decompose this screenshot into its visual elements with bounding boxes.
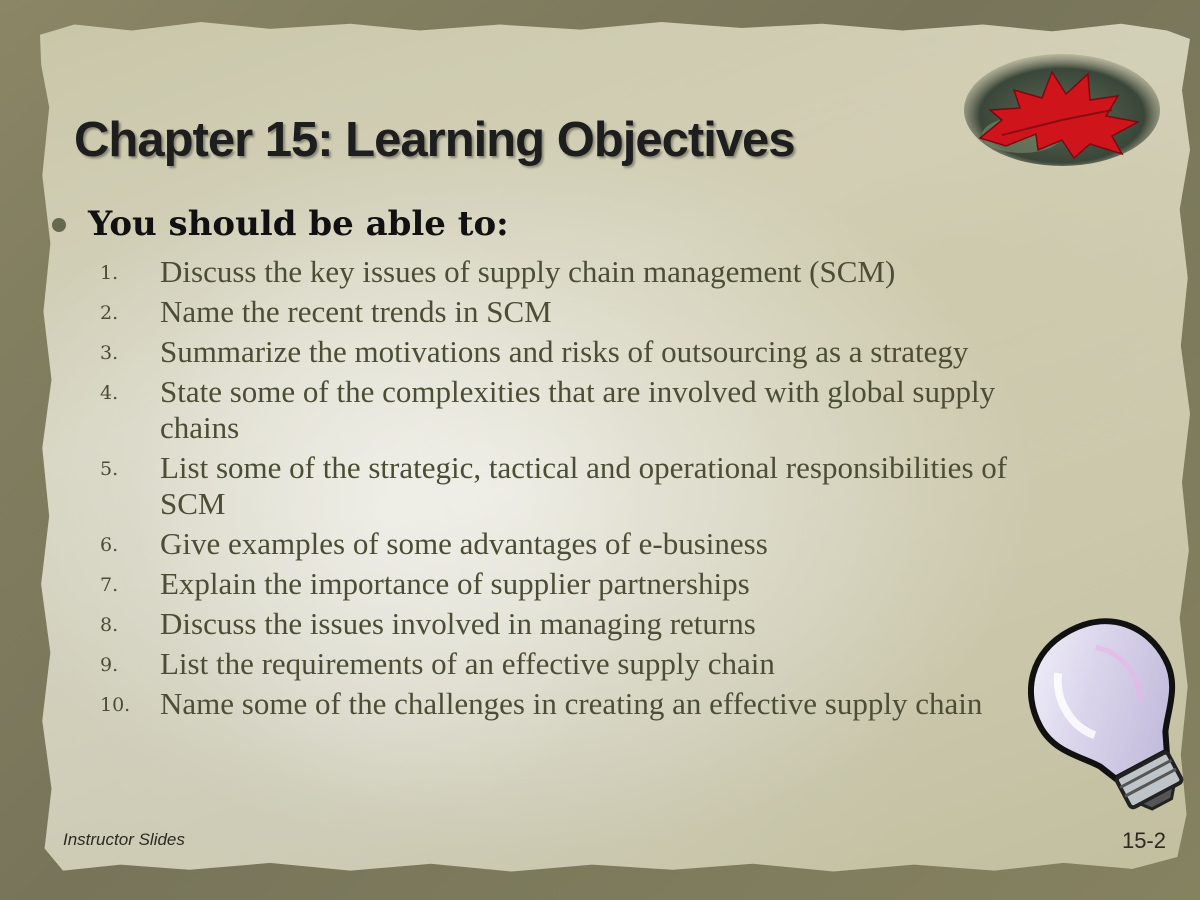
item-number: 1. <box>100 254 160 284</box>
list-item: 9. List the requirements of an effective… <box>100 646 1020 682</box>
item-number: 9. <box>100 646 160 676</box>
item-number: 4. <box>100 374 160 404</box>
list-item: 4. State some of the complexities that a… <box>100 374 1020 446</box>
item-number: 8. <box>100 606 160 636</box>
item-number: 2. <box>100 294 160 324</box>
lead-text: You should be able to: <box>88 204 509 244</box>
bullet-dot-icon <box>52 218 66 232</box>
lead-bullet: You should be able to: <box>52 204 509 244</box>
item-number: 10. <box>100 686 160 716</box>
footer-source-label: Instructor Slides <box>63 830 185 850</box>
item-text: List some of the strategic, tactical and… <box>160 450 1020 522</box>
item-text: Discuss the key issues of supply chain m… <box>160 254 895 290</box>
list-item: 7. Explain the importance of supplier pa… <box>100 566 1020 602</box>
item-text: Give examples of some advantages of e-bu… <box>160 526 768 562</box>
item-number: 5. <box>100 450 160 480</box>
slide-number: 15-2 <box>1122 828 1166 854</box>
item-text: State some of the complexities that are … <box>160 374 1020 446</box>
list-item: 10. Name some of the challenges in creat… <box>100 686 1020 722</box>
slide-title: Chapter 15: Learning Objectives <box>74 112 795 168</box>
list-item: 6. Give examples of some advantages of e… <box>100 526 1020 562</box>
list-item: 1. Discuss the key issues of supply chai… <box>100 254 1020 290</box>
list-item: 2. Name the recent trends in SCM <box>100 294 1020 330</box>
red-leaf-icon <box>962 50 1162 168</box>
item-number: 7. <box>100 566 160 596</box>
item-number: 3. <box>100 334 160 364</box>
item-text: Name some of the challenges in creating … <box>160 686 982 722</box>
list-item: 5. List some of the strategic, tactical … <box>100 450 1020 522</box>
light-bulb-icon <box>1028 612 1198 812</box>
list-item: 3. Summarize the motivations and risks o… <box>100 334 1020 370</box>
item-text: Name the recent trends in SCM <box>160 294 552 330</box>
item-text: Summarize the motivations and risks of o… <box>160 334 968 370</box>
objectives-list: 1. Discuss the key issues of supply chai… <box>100 254 1020 726</box>
item-number: 6. <box>100 526 160 556</box>
list-item: 8. Discuss the issues involved in managi… <box>100 606 1020 642</box>
item-text: Discuss the issues involved in managing … <box>160 606 756 642</box>
item-text: Explain the importance of supplier partn… <box>160 566 750 602</box>
item-text: List the requirements of an effective su… <box>160 646 775 682</box>
